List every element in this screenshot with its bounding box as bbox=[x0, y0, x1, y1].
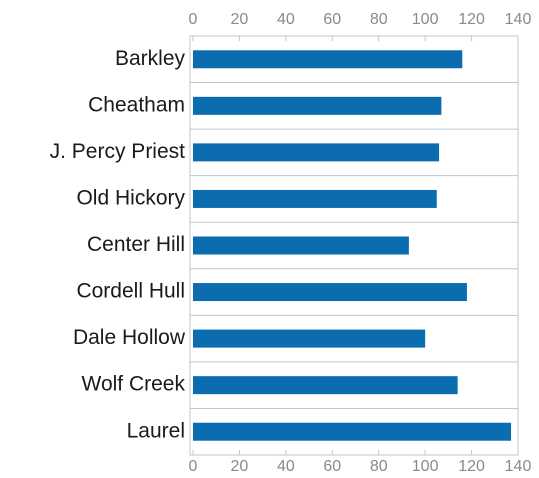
category-label: Center Hill bbox=[87, 233, 185, 256]
category-label: Dale Hollow bbox=[73, 326, 186, 349]
x-tick-label-bottom: 0 bbox=[189, 458, 198, 475]
x-tick-label-top: 140 bbox=[505, 11, 532, 28]
bar bbox=[193, 189, 437, 208]
bar bbox=[193, 50, 463, 69]
x-tick-label-top: 120 bbox=[458, 11, 485, 28]
bar bbox=[193, 143, 440, 162]
x-tick-label-bottom: 100 bbox=[412, 458, 439, 475]
x-tick-label-top: 60 bbox=[323, 11, 341, 28]
category-label: Old Hickory bbox=[76, 186, 185, 209]
x-tick-label-top: 20 bbox=[231, 11, 249, 28]
bar bbox=[193, 283, 467, 302]
x-tick-label-top: 40 bbox=[277, 11, 295, 28]
x-tick-label-bottom: 80 bbox=[370, 458, 388, 475]
x-tick-label-bottom: 20 bbox=[231, 458, 249, 475]
bar bbox=[193, 236, 409, 255]
x-tick-label-top: 80 bbox=[370, 11, 388, 28]
bar bbox=[193, 96, 442, 115]
category-label: Cordell Hull bbox=[76, 280, 185, 303]
bar bbox=[193, 329, 426, 348]
category-label: J. Percy Priest bbox=[50, 140, 186, 163]
bar bbox=[193, 422, 512, 441]
category-label: Cheatham bbox=[88, 93, 185, 116]
x-tick-label-bottom: 120 bbox=[458, 458, 485, 475]
x-tick-label-bottom: 60 bbox=[323, 458, 341, 475]
x-tick-label-top: 0 bbox=[189, 11, 198, 28]
x-tick-label-top: 100 bbox=[412, 11, 439, 28]
x-tick-label-bottom: 140 bbox=[505, 458, 532, 475]
category-label: Barkley bbox=[115, 47, 186, 70]
x-tick-label-bottom: 40 bbox=[277, 458, 295, 475]
plot-frame bbox=[189, 35, 519, 456]
category-label: Wolf Creek bbox=[82, 373, 186, 396]
bar bbox=[193, 376, 458, 395]
category-label: Laurel bbox=[127, 419, 185, 442]
